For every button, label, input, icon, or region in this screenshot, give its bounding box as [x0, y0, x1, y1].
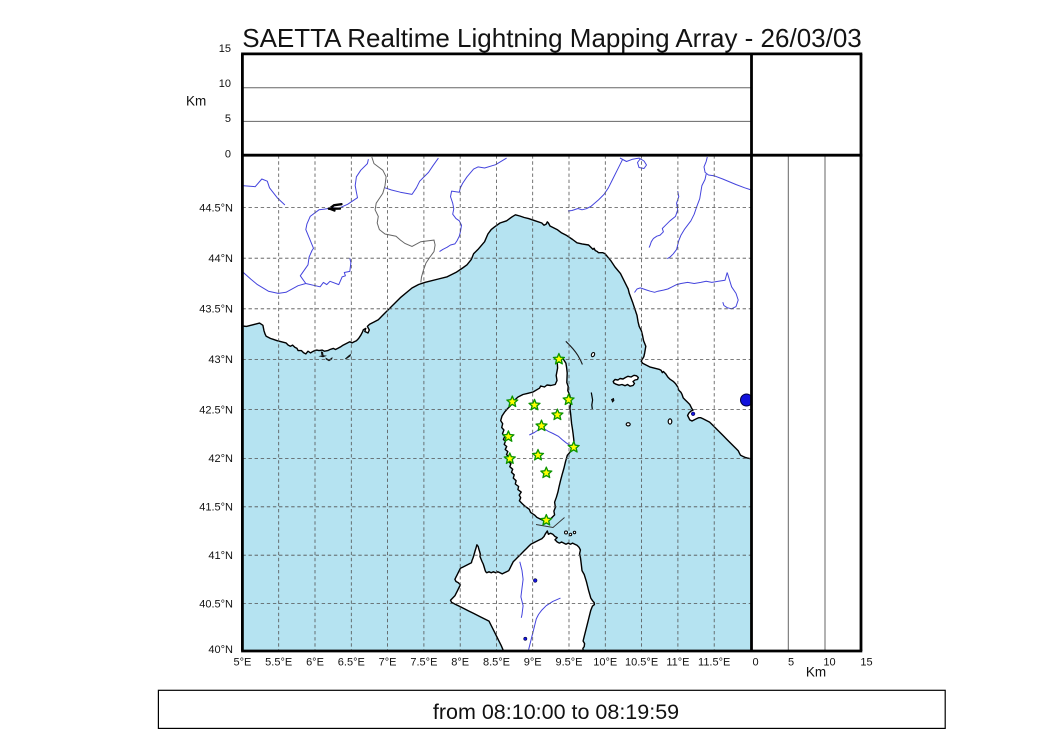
svg-text:15: 15: [219, 43, 231, 55]
svg-text:8.5°E: 8.5°E: [483, 657, 510, 669]
svg-text:42°N: 42°N: [208, 453, 233, 465]
svg-text:42.5°N: 42.5°N: [199, 404, 233, 416]
svg-text:9°E: 9°E: [524, 657, 542, 669]
svg-text:43.5°N: 43.5°N: [199, 304, 233, 316]
svg-text:0: 0: [225, 148, 231, 160]
svg-text:0: 0: [752, 657, 758, 669]
svg-text:10.5°E: 10.5°E: [625, 657, 658, 669]
svg-text:44.5°N: 44.5°N: [199, 202, 233, 214]
svg-text:7°E: 7°E: [379, 657, 397, 669]
svg-text:from 08:10:00 to 08:19:59: from 08:10:00 to 08:19:59: [433, 700, 679, 724]
svg-text:41.5°N: 41.5°N: [199, 502, 233, 514]
svg-text:5: 5: [788, 657, 794, 669]
svg-text:40.5°N: 40.5°N: [199, 598, 233, 610]
svg-text:11°E: 11°E: [666, 657, 689, 669]
svg-text:Km: Km: [186, 94, 206, 109]
svg-text:11.5°E: 11.5°E: [698, 657, 730, 669]
svg-text:9.5°E: 9.5°E: [555, 657, 582, 669]
svg-text:5°E: 5°E: [233, 657, 251, 669]
svg-text:10: 10: [823, 657, 835, 669]
svg-text:10: 10: [219, 78, 231, 90]
svg-text:5.5°E: 5.5°E: [265, 657, 292, 669]
svg-text:44°N: 44°N: [208, 253, 233, 265]
svg-text:SAETTA Realtime Lightning Mapp: SAETTA Realtime Lightning Mapping Array …: [242, 23, 862, 53]
svg-text:5: 5: [225, 113, 231, 125]
svg-text:6.5°E: 6.5°E: [338, 657, 365, 669]
svg-text:6°E: 6°E: [306, 657, 324, 669]
svg-text:41°N: 41°N: [208, 550, 233, 562]
svg-text:10°E: 10°E: [593, 657, 617, 669]
svg-text:40°N: 40°N: [208, 644, 233, 656]
svg-text:8°E: 8°E: [451, 657, 469, 669]
svg-text:7.5°E: 7.5°E: [410, 657, 437, 669]
svg-text:15: 15: [860, 657, 872, 669]
svg-text:43°N: 43°N: [208, 354, 233, 366]
svg-text:Km: Km: [806, 665, 826, 680]
